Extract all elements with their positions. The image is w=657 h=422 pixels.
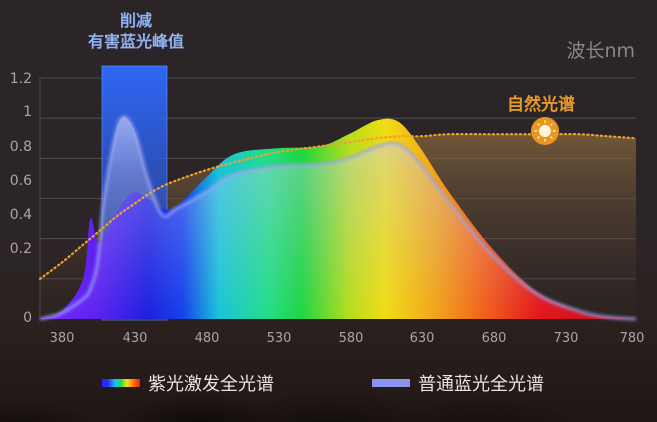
natural-spectrum-label: 自然光谱: [507, 95, 575, 115]
blue-peak-annotation: 削减 有害蓝光峰值: [66, 10, 206, 52]
legend-label: 紫光激发全光谱: [148, 374, 274, 395]
natural-spectrum-line: [38, 132, 638, 280]
rainbow-swatch-icon: [102, 379, 140, 387]
y-tick: 1: [23, 104, 32, 120]
x-tick: 480: [194, 331, 220, 346]
x-tick: 580: [338, 331, 364, 346]
y-tick: 0.6: [9, 173, 32, 189]
x-tick: 680: [481, 331, 507, 346]
x-tick: 430: [122, 331, 148, 346]
legend-item-violet-spectrum: 紫光激发全光谱: [102, 370, 274, 396]
y-tick: 1.2: [9, 71, 32, 87]
blue-swatch-icon: [372, 379, 410, 387]
annotation-line-2: 有害蓝光峰值: [87, 32, 184, 51]
legend-label: 普通蓝光全光谱: [418, 374, 544, 395]
x-tick: 380: [49, 331, 75, 346]
background-treeline: [0, 312, 657, 422]
x-axis-unit-label: 波长nm: [566, 40, 635, 62]
x-tick: 630: [409, 331, 435, 346]
y-tick: 0.4: [9, 207, 32, 223]
x-tick: 730: [553, 331, 579, 346]
x-tick: 530: [266, 331, 292, 346]
common-blue-spectrum-line: [39, 115, 637, 321]
common-blue-spectrum-area: [40, 116, 636, 319]
y-tick: 0.8: [9, 139, 32, 155]
y-tick: 0.2: [9, 241, 32, 257]
annotation-line-1: 削减: [119, 11, 152, 30]
y-tick: 0: [23, 310, 32, 326]
sun-icon: [531, 117, 559, 145]
x-tick: 780: [619, 331, 645, 346]
chart-legend: 紫光激发全光谱 普通蓝光全光谱: [0, 370, 657, 400]
legend-item-common-blue-spectrum: 普通蓝光全光谱: [372, 370, 544, 396]
